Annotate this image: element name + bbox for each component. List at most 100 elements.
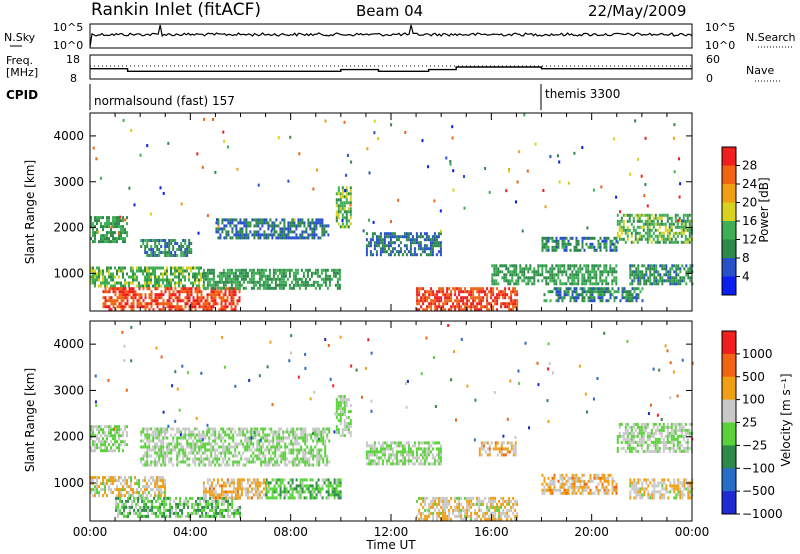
x-tick-label-2: 08:00 [273,525,308,539]
power-band-3 [140,239,193,257]
power-colorbar-label-6: 4 [742,270,750,284]
velocity-scatter [94,324,694,442]
power-colorbar-segment-7 [722,276,736,296]
power-x-ticks [89,113,693,311]
velocity-band-8 [416,496,519,521]
power-ytick-label-2: 3000 [53,175,84,189]
velocity-ytick-label-2: 3000 [53,383,84,397]
velocity-band-5 [140,427,331,467]
velocity-colorbar-segment-3 [722,399,736,423]
power-colorbar-segment-3 [722,202,736,222]
velocity-ytick-label-3: 4000 [53,337,84,351]
velocity-colorbar-segment-1 [722,353,736,378]
velocity-x-axis: 00:00 04:00 08:00 12:00 16:00 20:00 00:00 [73,321,710,539]
x-tick-label-6: 00:00 [675,525,710,539]
x-tick-label-4: 16:00 [474,525,509,539]
power-band-4 [202,268,341,290]
power-band-1 [90,266,204,288]
noise-frame [89,23,693,49]
power-data [90,113,694,312]
velocity-y-axis: 1000 2000 3000 4000 [53,337,692,490]
noise-tick-right-bottom: 10^0 [705,39,735,52]
beam-title: Beam 04 [356,2,423,20]
velocity-band-2 [115,496,242,518]
power-colorbar-segment-1 [722,165,736,185]
power-scatter [92,113,684,235]
velocity-colorbar-label-4: −25 [742,438,767,452]
velocity-band-7 [365,441,442,466]
freq-tick-left-bottom: 8 [70,72,77,85]
velocity-colorbar-segment-6 [722,468,736,492]
power-colorbar: 28 24 20 16 12 8 4 [721,146,757,296]
velocity-colorbar-label-2: 100 [742,393,765,407]
x-axis-label: Time UT [365,538,416,552]
velocity-colorbar-label-3: 25 [742,416,757,430]
power-band-12 [616,213,693,244]
freq-label-line1: Freq. [6,54,33,67]
power-band-8 [416,287,519,312]
velocity-band-10 [541,473,618,495]
cpid-entry-2: themis 3300 [545,87,620,101]
power-band-10 [543,287,644,303]
x-tick-label-1: 04:00 [173,525,208,539]
freq-panel: Freq. [MHz] 18 8 60 0 Nave [6,53,780,85]
velocity-band-6 [335,395,352,438]
nave-tick-right-bottom: 0 [706,72,713,85]
velocity-band-4 [265,478,342,500]
power-band-13 [629,264,694,286]
power-colorbar-segment-5 [722,239,736,259]
freq-label-line2: [MHz] [6,66,38,79]
velocity-colorbar-segment-0 [722,331,736,355]
x-tick-label-0: 00:00 [73,525,108,539]
velocity-colorbar-label-1: 500 [742,370,765,384]
noise-sky-series [89,24,693,48]
power-colorbar-segment-0 [722,147,736,166]
noise-tick-right-top: 10^5 [705,21,735,34]
velocity-colorbar-label-6: −500 [742,484,775,498]
freq-tick-left-top: 18 [66,53,80,66]
velocity-ytick-label-1: 2000 [53,430,84,444]
freq-frame [89,54,693,80]
power-colorbar-label-4: 12 [742,233,757,247]
power-colorbar-segment-6 [722,258,736,277]
cpid-row: CPID normalsound (fast) 157 themis 3300 [6,84,620,110]
power-band-6 [335,186,352,229]
power-colorbar-label-0: 28 [742,159,757,173]
velocity-colorbar-label: Velocity [m s⁻¹] [779,373,793,466]
velocity-colorbar-segment-4 [722,422,736,446]
power-band-9 [491,264,618,286]
velocity-plot-bg [90,321,692,521]
velocity-ylabel: Slant Range [km] [23,368,37,472]
cpid-entry-1: normalsound (fast) 157 [94,94,235,108]
velocity-ytick-label-0: 1000 [53,476,84,490]
power-panel: Slant Range [km] 1000 2000 3000 4000 28 24 20… [23,112,771,312]
power-band-7 [365,232,442,257]
power-band-0 [90,216,128,244]
noise-tick-left-top: 10^5 [53,21,83,34]
power-band-2 [102,287,241,312]
velocity-band-9 [478,441,517,457]
power-colorbar-label-5: 8 [742,251,750,265]
x-tick-label-5: 20:00 [574,525,609,539]
nave-tick-right-top: 60 [706,53,720,66]
date-title: 22/May/2009 [588,2,686,20]
power-colorbar-segment-2 [722,184,736,203]
power-y-axis: 1000 2000 3000 4000 [53,129,692,280]
velocity-colorbar: 1000 500 100 25 −25 −100 −500 −1000 [721,330,783,521]
cpid-label: CPID [6,88,38,102]
velocity-colorbar-label-7: −1000 [742,507,783,521]
power-band-11 [541,236,618,252]
velocity-band-3 [202,478,267,500]
power-colorbar-label: Power [dB] [757,177,771,242]
power-colorbar-label-2: 20 [742,196,757,210]
power-colorbar-label-1: 24 [742,177,757,191]
velocity-band-12 [629,478,694,500]
power-band-5 [215,218,330,240]
nave-right-label: Nave [746,64,774,77]
velocity-colorbar-segment-2 [722,376,736,401]
velocity-colorbar-label-5: −100 [742,461,775,475]
velocity-data [90,324,694,521]
power-colorbar-segment-4 [722,221,736,240]
station-title: Rankin Inlet (fitACF) [91,0,261,20]
